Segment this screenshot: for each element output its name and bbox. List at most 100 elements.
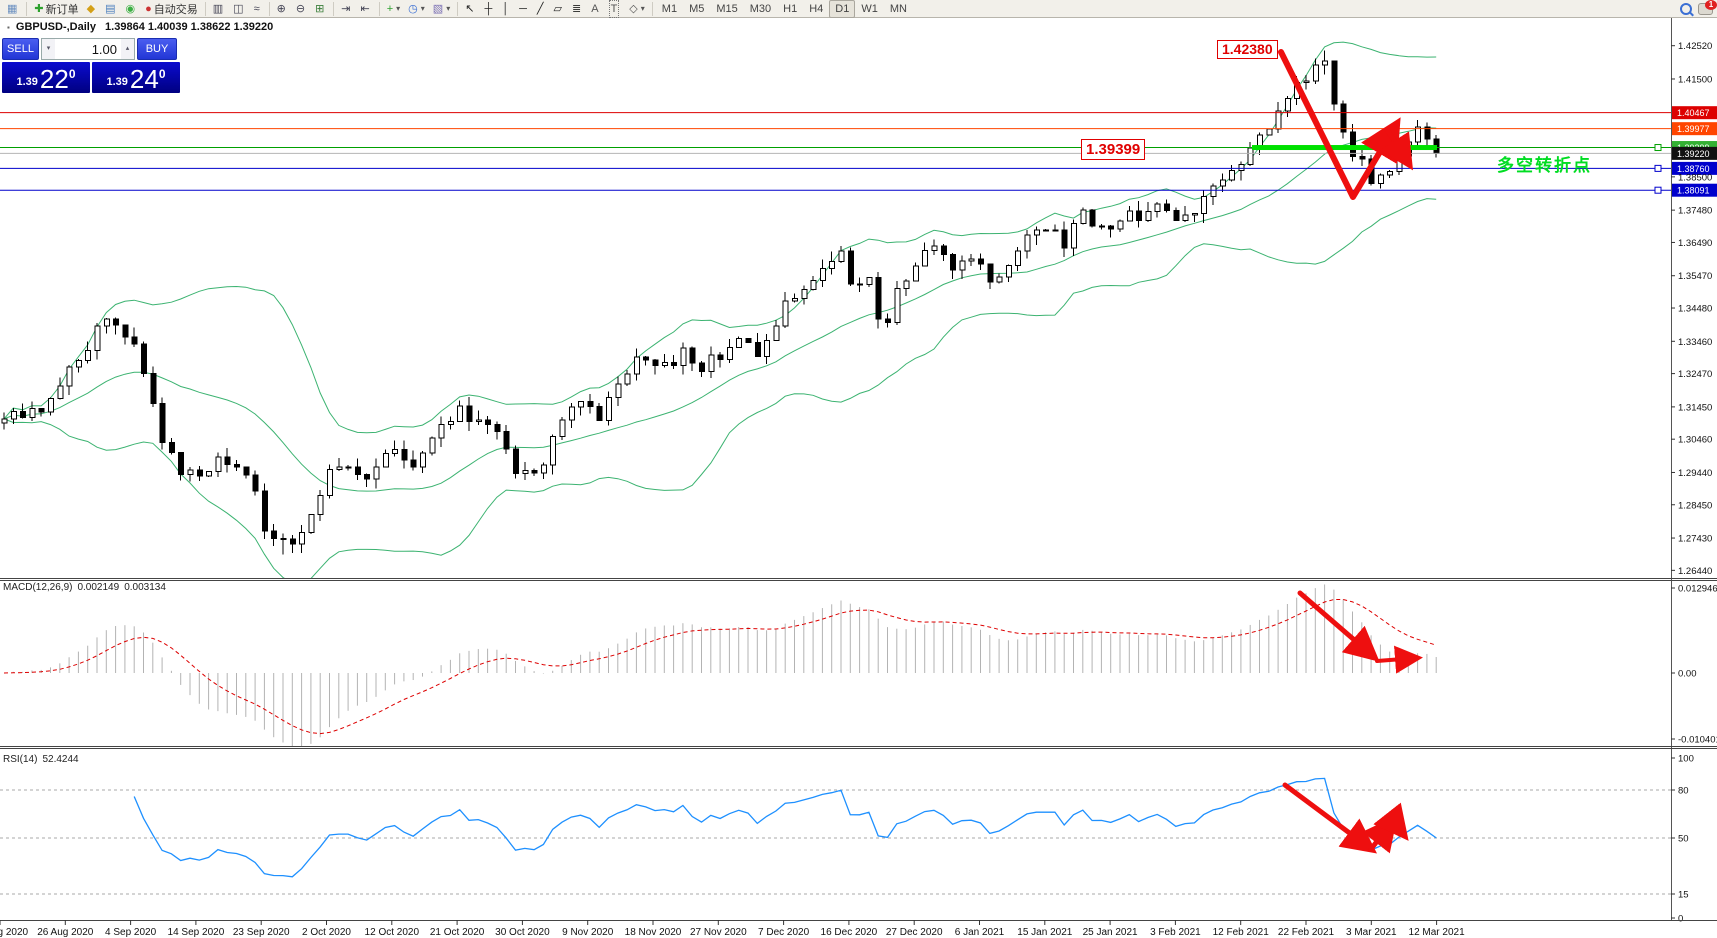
volume-decrease-button[interactable]: ▾ xyxy=(42,39,55,59)
x-axis-label: 26 Aug 2020 xyxy=(37,927,94,938)
rsi-down-arrow[interactable] xyxy=(1282,782,1378,854)
terminal-icon[interactable]: ▤ xyxy=(101,0,121,18)
timeframe-m15-button[interactable]: M15 xyxy=(716,2,738,15)
crosshair-tool[interactable]: ┼ xyxy=(480,0,498,18)
svg-text:50: 50 xyxy=(1678,834,1689,845)
auto-scroll-icon: ⇤ xyxy=(360,2,370,15)
svg-text:1.30460: 1.30460 xyxy=(1678,435,1712,446)
timeframe-h4-button[interactable]: H4 xyxy=(809,2,824,15)
history-icon[interactable]: ◆ xyxy=(83,0,101,18)
timeframe-m30-button[interactable]: M30 xyxy=(749,2,772,15)
ask-price-panel[interactable]: 1.39 24 0 xyxy=(92,62,180,93)
timeframe-mn-button[interactable]: MN xyxy=(889,2,907,15)
svg-text:1.31450: 1.31450 xyxy=(1678,402,1712,413)
svg-text:1.34480: 1.34480 xyxy=(1678,304,1712,315)
periods-dropdown[interactable]: ◷ ▾ xyxy=(404,0,429,18)
trendline-tool[interactable]: ╱ xyxy=(533,0,550,18)
support-zone-bar[interactable] xyxy=(1252,145,1437,151)
timeframe-m1-button[interactable]: M1 xyxy=(661,2,678,15)
x-axis-label: 22 Feb 2021 xyxy=(1278,927,1335,938)
x-axis-label: 27 Dec 2020 xyxy=(886,927,943,938)
timeframe-h1-button[interactable]: H1 xyxy=(783,2,798,15)
text-tool[interactable]: A xyxy=(587,0,604,18)
zoom-out-icon[interactable]: ⊖ xyxy=(292,0,311,18)
shapes-dropdown-caret[interactable]: ▾ xyxy=(640,4,645,13)
fibonacci-tool: ≣ xyxy=(572,2,582,15)
line-chart-icon[interactable]: ≈ xyxy=(250,0,266,18)
macd-flat-arrow[interactable] xyxy=(1375,645,1423,674)
svg-text:1.39220: 1.39220 xyxy=(1677,149,1710,159)
buy-button[interactable]: BUY xyxy=(137,38,177,60)
sell-button[interactable]: SELL xyxy=(2,38,39,60)
ask-price-small: 1.39 xyxy=(106,76,128,88)
timeframe-d1-button[interactable]: D1 xyxy=(829,0,856,18)
x-axis-label: 4 Sep 2020 xyxy=(105,927,157,938)
drawn-arrows[interactable] xyxy=(1278,49,1423,854)
tile-windows-icon[interactable]: ⊞ xyxy=(311,0,330,18)
svg-text:1.40467: 1.40467 xyxy=(1677,108,1710,118)
macd-down-arrow[interactable] xyxy=(1297,590,1380,662)
horizontal-price-lines[interactable]: 1.40467 1.39977 1.39399 1.39220 1.38760 1.380… xyxy=(0,106,1717,197)
ask-price-big: 24 xyxy=(129,64,159,94)
periods-dropdown: ◷ xyxy=(408,2,418,15)
search-icon[interactable] xyxy=(1680,2,1692,15)
timeframe-m5-button[interactable]: M5 xyxy=(689,2,705,15)
x-axis-label: 21 Oct 2020 xyxy=(430,927,485,938)
autotrade-button[interactable]: ● 自动交易 xyxy=(141,0,202,18)
turning-point-note[interactable]: 多空转折点 xyxy=(1497,156,1592,175)
new-order-button[interactable]: ✚ 新订单 xyxy=(30,0,82,18)
template-dropdown-caret[interactable]: ▾ xyxy=(446,4,451,13)
volume-control: ▾ ▴ xyxy=(41,38,135,60)
volume-increase-button[interactable]: ▴ xyxy=(121,39,134,59)
bar-chart-icon: ▥ xyxy=(212,2,224,15)
zoom-in-icon[interactable]: ⊕ xyxy=(273,0,292,18)
x-axis-label: 9 Nov 2020 xyxy=(562,927,614,938)
x-axis-label: 3 Feb 2021 xyxy=(1150,927,1201,938)
vertical-line-tool[interactable]: │ xyxy=(498,0,515,18)
panel-separators[interactable] xyxy=(0,578,1717,921)
macd-signal-line xyxy=(3,599,1437,735)
svg-text:1.37480: 1.37480 xyxy=(1678,206,1712,217)
svg-text:1.38500: 1.38500 xyxy=(1678,172,1712,183)
indicators-dropdown-caret[interactable]: ▾ xyxy=(396,4,401,13)
bid-price-sup: 0 xyxy=(68,67,76,81)
zoom-out-icon: ⊖ xyxy=(295,2,306,15)
bar-chart-icon[interactable]: ▥ xyxy=(209,0,229,18)
fibonacci-tool[interactable]: ≣ xyxy=(568,0,587,18)
channel-tool[interactable]: ▱ xyxy=(550,0,568,18)
zoom-in-icon: ⊕ xyxy=(276,2,286,15)
shapes-dropdown: ◇ xyxy=(629,2,638,15)
macd-title: MACD(12,26,9) xyxy=(3,582,73,593)
bid-price-big: 22 xyxy=(39,64,69,94)
candlestick-chart-icon[interactable]: ◫ xyxy=(229,0,249,18)
text-label-tool[interactable]: T xyxy=(605,0,626,18)
svg-text:1.39977: 1.39977 xyxy=(1677,124,1710,134)
market-watch-icon: ▦ xyxy=(7,2,18,15)
horizontal-line-tool[interactable]: ─ xyxy=(515,0,533,18)
cursor-tool[interactable]: ↖ xyxy=(461,0,480,18)
x-axis-label: 14 Sep 2020 xyxy=(168,927,225,938)
indicators-dropdown[interactable]: + ▾ xyxy=(383,0,404,18)
signal-icon[interactable]: ◉ xyxy=(122,0,142,18)
price-small-down-arrow[interactable] xyxy=(1379,128,1414,171)
bid-price-panel[interactable]: 1.39 22 0 xyxy=(2,62,90,93)
main-toolbar: ▦ ✚ 新订单 ◆ ▤ ◉ ● 自动交易 ▥ ◫ ≈ ⊕ ⊖ ⊞ ⇥ ⇤ + ▾ ◷ ▾ ▧ ▾ ↖ ┼ │ ─ ╱ ▱ ≣ A T ◇ ▾ M1… xyxy=(0,0,1717,18)
notifications-icon[interactable]: 1 xyxy=(1698,0,1717,15)
market-watch-icon[interactable]: ▦ xyxy=(3,0,23,18)
rsi-small-down-arrow[interactable] xyxy=(1373,802,1409,841)
svg-text:1.29440: 1.29440 xyxy=(1678,468,1712,479)
auto-scroll-icon[interactable]: ⇤ xyxy=(357,0,376,18)
chart-shift-icon[interactable]: ⇥ xyxy=(337,0,356,18)
text-label-tool: T xyxy=(608,0,620,18)
tile-windows-icon: ⊞ xyxy=(315,2,325,15)
shapes-dropdown[interactable]: ◇ ▾ xyxy=(625,0,648,18)
peak-price-annotation[interactable]: 1.42380 xyxy=(1217,40,1278,59)
level-price-annotation[interactable]: 1.39399 xyxy=(1081,139,1146,160)
x-axis-label: 23 Sep 2020 xyxy=(233,927,290,938)
periods-dropdown-caret[interactable]: ▾ xyxy=(420,4,425,13)
timeframe-w1-button[interactable]: W1 xyxy=(861,2,878,15)
template-dropdown[interactable]: ▧ ▾ xyxy=(429,0,454,18)
bollinger-bands xyxy=(3,41,1437,578)
volume-input[interactable] xyxy=(55,39,121,59)
